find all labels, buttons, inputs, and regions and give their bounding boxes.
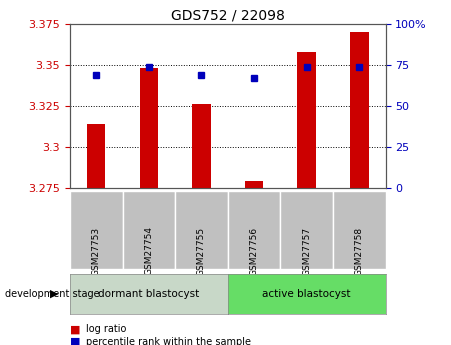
- Text: GSM27754: GSM27754: [144, 226, 153, 275]
- Text: development stage: development stage: [5, 289, 99, 299]
- Text: GSM27756: GSM27756: [249, 226, 258, 276]
- Text: GSM27758: GSM27758: [355, 226, 364, 276]
- Bar: [87, 124, 106, 188]
- Text: GSM27755: GSM27755: [197, 226, 206, 276]
- Bar: [350, 32, 368, 188]
- Text: GSM27757: GSM27757: [302, 226, 311, 276]
- Title: GDS752 / 22098: GDS752 / 22098: [171, 9, 285, 23]
- Text: ■: ■: [70, 337, 80, 345]
- Text: ▶: ▶: [50, 289, 58, 299]
- Text: ■: ■: [70, 325, 80, 334]
- Bar: [192, 105, 211, 188]
- Bar: [140, 68, 158, 188]
- Text: active blastocyst: active blastocyst: [262, 289, 351, 299]
- Text: log ratio: log ratio: [86, 325, 126, 334]
- Text: percentile rank within the sample: percentile rank within the sample: [86, 337, 251, 345]
- Text: dormant blastocyst: dormant blastocyst: [98, 289, 199, 299]
- Text: GSM27753: GSM27753: [92, 226, 101, 276]
- Bar: [298, 52, 316, 188]
- Bar: [245, 181, 263, 188]
